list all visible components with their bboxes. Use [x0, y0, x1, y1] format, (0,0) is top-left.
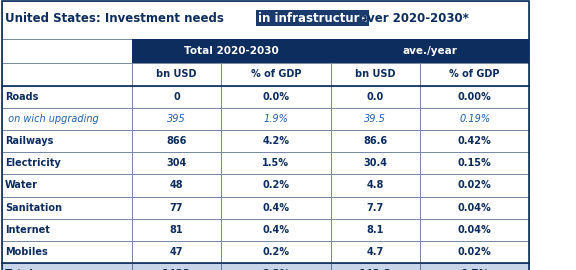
Text: Roads: Roads	[5, 92, 39, 102]
Text: % of GDP: % of GDP	[251, 69, 301, 79]
Text: Total: Total	[5, 269, 34, 270]
Text: 0.00%: 0.00%	[458, 92, 491, 102]
Text: Internet: Internet	[5, 225, 50, 235]
Text: 7.7: 7.7	[367, 202, 384, 213]
Text: 142.3: 142.3	[359, 269, 392, 270]
Text: 1.9%: 1.9%	[263, 114, 289, 124]
Text: 0.02%: 0.02%	[458, 180, 491, 191]
Text: Electricity: Electricity	[5, 158, 61, 168]
Text: 0.04%: 0.04%	[458, 202, 491, 213]
Text: bn USD: bn USD	[156, 69, 197, 79]
Text: 0.19%: 0.19%	[459, 114, 490, 124]
Text: 81: 81	[170, 225, 183, 235]
Text: % of GDP: % of GDP	[449, 69, 500, 79]
Text: 0.0%: 0.0%	[263, 92, 289, 102]
Text: 47: 47	[170, 247, 183, 257]
Text: 0.2%: 0.2%	[263, 247, 289, 257]
Text: 1423: 1423	[162, 269, 191, 270]
Text: 4.8: 4.8	[366, 180, 384, 191]
Text: 0.7%: 0.7%	[460, 269, 489, 270]
Text: 86.6: 86.6	[363, 136, 387, 146]
Text: 0: 0	[173, 92, 180, 102]
Text: 0.0: 0.0	[367, 92, 384, 102]
Text: Sanitation: Sanitation	[5, 202, 62, 213]
Text: 395: 395	[167, 114, 186, 124]
Text: 0.4%: 0.4%	[263, 225, 289, 235]
Text: 0.15%: 0.15%	[458, 158, 491, 168]
Text: ave./year: ave./year	[403, 46, 457, 56]
Text: Total 2020-2030: Total 2020-2030	[184, 46, 279, 56]
Text: 0.02%: 0.02%	[458, 247, 491, 257]
Text: 866: 866	[166, 136, 187, 146]
Text: 0.42%: 0.42%	[458, 136, 491, 146]
Text: 39.5: 39.5	[365, 114, 386, 124]
Text: 0.2%: 0.2%	[263, 180, 289, 191]
Text: Water: Water	[5, 180, 38, 191]
Text: 0.4%: 0.4%	[263, 202, 289, 213]
Text: in infrastructure: in infrastructure	[258, 12, 367, 25]
Text: 1.5%: 1.5%	[263, 158, 289, 168]
Text: Mobiles: Mobiles	[5, 247, 48, 257]
Text: United States: Investment needs: United States: Investment needs	[5, 12, 228, 25]
Text: 48: 48	[170, 180, 183, 191]
Text: over 2020-2030*: over 2020-2030*	[355, 12, 469, 25]
Text: 0.04%: 0.04%	[458, 225, 491, 235]
Text: 304: 304	[166, 158, 187, 168]
Text: 77: 77	[170, 202, 183, 213]
Text: on wich upgrading: on wich upgrading	[5, 114, 99, 124]
Text: 4.7: 4.7	[367, 247, 384, 257]
Text: 6.8%: 6.8%	[262, 269, 290, 270]
Text: 4.2%: 4.2%	[263, 136, 289, 146]
Text: Railways: Railways	[5, 136, 54, 146]
Text: 30.4: 30.4	[363, 158, 387, 168]
Text: 8.1: 8.1	[366, 225, 384, 235]
Text: bn USD: bn USD	[355, 69, 396, 79]
